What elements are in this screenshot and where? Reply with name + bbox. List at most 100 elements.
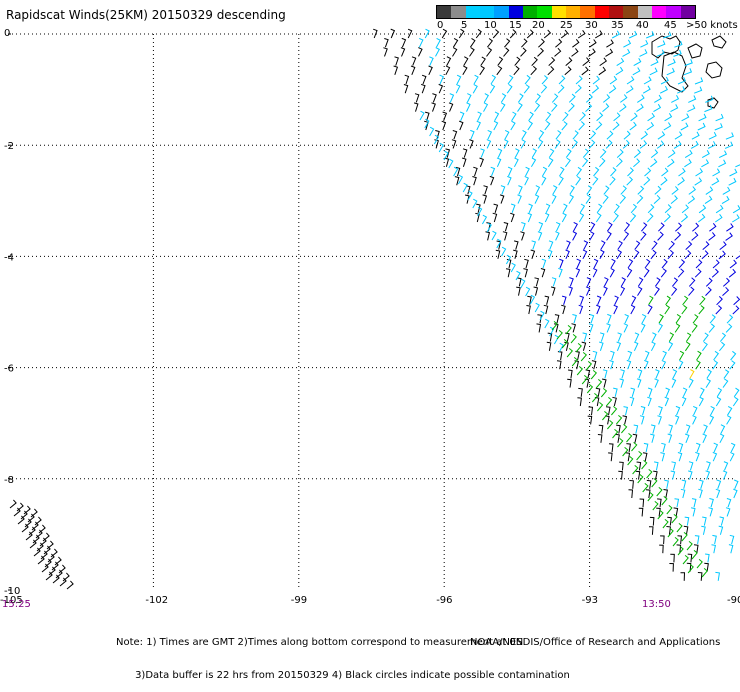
wind-barb <box>694 535 700 545</box>
wind-barb <box>657 131 666 140</box>
wind-barb <box>588 48 596 57</box>
wind-barb <box>496 157 502 168</box>
wind-barb <box>718 250 726 260</box>
wind-barb <box>646 213 654 223</box>
credit-line: NOAA/NESDIS/Office of Research and Appli… <box>470 637 721 648</box>
wind-barb <box>592 267 598 278</box>
wind-barb <box>492 29 500 39</box>
wind-barb <box>455 166 461 177</box>
wind-barb <box>609 176 616 186</box>
wind-barb <box>616 341 622 351</box>
wind-barb <box>608 452 613 462</box>
wind-barb <box>461 157 467 167</box>
wind-barb <box>692 415 697 425</box>
wind-barb <box>58 564 66 574</box>
wind-barb <box>665 295 672 306</box>
wind-barb <box>709 498 714 508</box>
wind-barb <box>479 157 484 167</box>
wind-barb <box>553 334 560 345</box>
wind-barb <box>733 296 740 306</box>
wind-barb <box>582 57 590 66</box>
wind-barb <box>568 93 576 103</box>
wind-barb <box>622 139 630 149</box>
wind-barb <box>654 185 662 195</box>
wind-barb <box>500 93 507 103</box>
wind-barb <box>424 28 430 39</box>
axis-ticks: -105 -102 -99 -96 -93 -90 0 -2 -4 -6 -8 -10 <box>0 28 740 606</box>
wind-barb <box>384 38 389 48</box>
wind-barb <box>549 326 555 337</box>
wind-barb <box>722 286 730 296</box>
wind-barb <box>619 103 627 113</box>
wind-barb <box>674 498 680 508</box>
wind-barb <box>514 148 520 158</box>
wind-barb <box>714 123 723 131</box>
wind-barb <box>438 142 444 153</box>
wind-barb <box>534 194 540 204</box>
wind-barb <box>680 213 689 223</box>
wind-barb <box>568 102 575 112</box>
wind-barb <box>534 102 541 112</box>
wind-barb <box>702 341 708 352</box>
wind-barb <box>715 571 720 581</box>
wind-barb <box>548 148 555 158</box>
wind-barb <box>448 102 454 112</box>
wind-barb <box>663 489 668 499</box>
wind-barb <box>544 120 551 131</box>
wind-barb <box>599 57 608 67</box>
wind-barb <box>697 122 706 131</box>
wind-barb <box>531 240 537 250</box>
wind-barb <box>589 314 595 324</box>
wind-barb <box>562 203 568 214</box>
wind-barb <box>728 177 737 186</box>
wind-barb <box>636 378 642 388</box>
wind-barb <box>602 411 609 421</box>
wind-barb <box>664 204 672 214</box>
wind-barb <box>656 140 665 149</box>
graticule <box>8 33 735 590</box>
wind-barb <box>578 212 585 223</box>
wind-barb <box>597 434 603 443</box>
wind-barb <box>497 148 503 158</box>
wind-barb <box>609 360 614 370</box>
wind-barb <box>638 507 644 517</box>
wind-barb <box>690 507 696 517</box>
wind-barb <box>678 167 686 177</box>
wind-barb <box>451 139 457 149</box>
galapagos-islands-outline <box>651 35 727 109</box>
wind-barb <box>554 47 562 57</box>
wind-barb <box>623 406 629 416</box>
wind-barb <box>681 304 688 315</box>
wind-barb <box>692 222 700 232</box>
wind-barb <box>600 240 606 250</box>
colorbar-label: 5 <box>461 20 468 31</box>
wind-barb <box>606 130 614 140</box>
wind-barb <box>609 267 615 278</box>
wind-barb <box>568 369 573 379</box>
wind-barb <box>582 148 590 158</box>
wind-barb <box>678 442 684 453</box>
wind-barb <box>642 85 651 94</box>
wind-barb <box>404 74 410 85</box>
colorbar-label: 40 <box>636 20 649 31</box>
wind-barb <box>733 387 740 398</box>
wind-barb <box>599 157 606 168</box>
wind-barb <box>453 166 459 177</box>
island-outline <box>651 35 681 59</box>
wind-barb <box>390 28 396 39</box>
wind-barb <box>527 295 532 305</box>
wind-barb <box>668 424 674 434</box>
wind-barb <box>623 130 631 140</box>
wind-barb <box>681 479 687 489</box>
wind-barb <box>647 304 653 315</box>
wind-barb <box>483 185 488 195</box>
y-tick-label: -6 <box>4 364 14 375</box>
wind-barb <box>694 86 703 94</box>
wind-barb <box>571 139 578 149</box>
wind-barb <box>592 176 599 186</box>
wind-barb <box>662 519 669 529</box>
wind-barb <box>633 424 639 434</box>
wind-barb <box>554 314 560 324</box>
wind-barb <box>658 406 663 416</box>
wind-barb <box>732 214 740 223</box>
